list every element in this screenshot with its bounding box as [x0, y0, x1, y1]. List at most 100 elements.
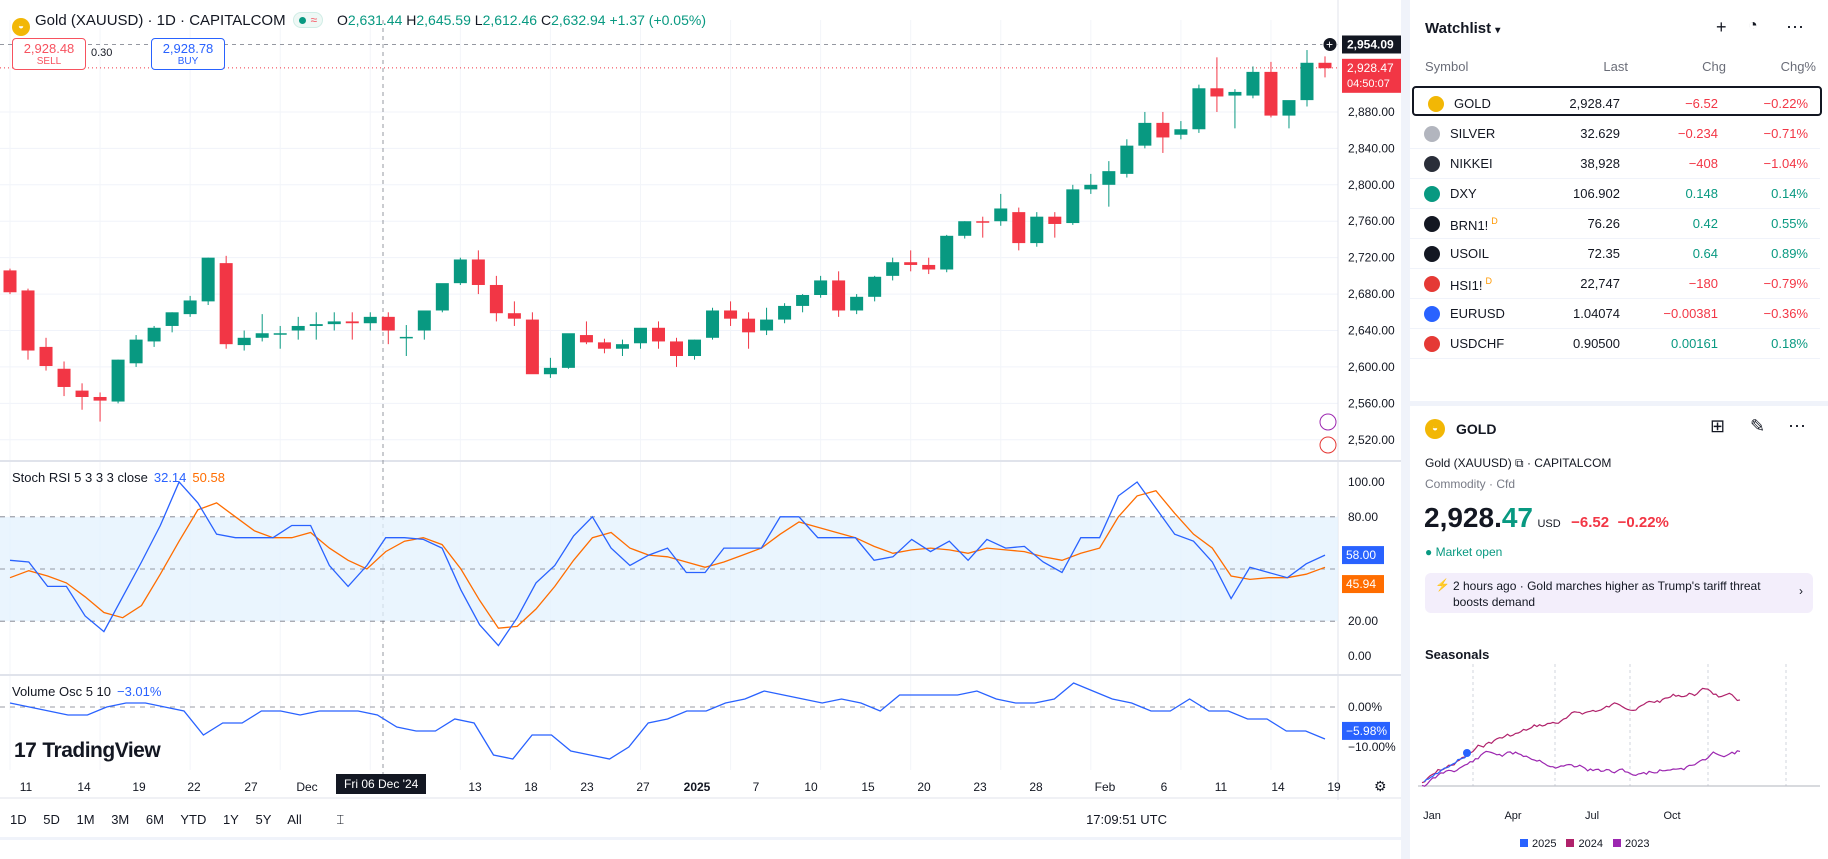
- row-symbol: HSI1! D: [1450, 276, 1493, 293]
- candle-down: [489, 284, 503, 314]
- period-1d[interactable]: 1D: [10, 812, 27, 827]
- add-symbol-icon[interactable]: +: [1716, 17, 1727, 37]
- time-axis-label: 7: [753, 780, 760, 794]
- detail-symbol[interactable]: GOLD: [1456, 421, 1497, 437]
- candle-up: [1120, 145, 1134, 174]
- watchlist-row-usdchf[interactable]: USDCHF 0.90500 0.00161 0.18%: [1410, 328, 1820, 359]
- countdown-text: 04:50:07: [1347, 78, 1390, 90]
- time-axis-label: Feb: [1095, 780, 1116, 794]
- period-1y[interactable]: 1Y: [222, 812, 239, 827]
- candle-down: [75, 390, 89, 397]
- stoch-rsi-title[interactable]: Stoch RSI 5 3 3 3 close 32.14 50.58: [12, 470, 225, 485]
- time-axis-label: 22: [187, 780, 201, 794]
- buy-button[interactable]: 2,928.78 BUY: [151, 38, 225, 70]
- hsi-icon: [1424, 276, 1440, 292]
- watchlist-row-usoil[interactable]: USOIL 72.35 0.64 0.89%: [1410, 238, 1820, 269]
- stoch-k-tag-text: 58.00: [1346, 548, 1376, 562]
- price-axis-label: 2,720.00: [1348, 251, 1395, 265]
- watchlist-row-hsi1[interactable]: HSI1! D 22,747 −180 −0.79%: [1410, 268, 1820, 299]
- bottom-panel-strip: [0, 840, 1401, 859]
- candle-up: [1066, 189, 1080, 224]
- legend-item-2023[interactable]: 2023: [1603, 838, 1649, 850]
- period-5y[interactable]: 5Y: [255, 812, 272, 827]
- watchlist-panel: Watchlist ▾ + ◔ ⋯ Symbol Last Chg Chg% G…: [1410, 0, 1828, 401]
- row-chg: 0.64: [1692, 246, 1718, 261]
- date-range-icon[interactable]: ⌶: [336, 812, 345, 827]
- season-month-label: Jul: [1585, 810, 1599, 822]
- candle-up: [147, 327, 161, 342]
- time-axis-label: 23: [580, 780, 594, 794]
- market-status-pill[interactable]: ≈: [293, 12, 324, 28]
- stoch-k-tag: [1342, 546, 1384, 565]
- candle-up: [255, 333, 269, 338]
- watchlist-row-dxy[interactable]: DXY 106.902 0.148 0.14%: [1410, 178, 1820, 209]
- col-last[interactable]: Last: [1603, 59, 1628, 74]
- time-axis-label: 19: [132, 780, 146, 794]
- symbol-title[interactable]: Gold (XAUUSD) · 1D · CAPITALCOM: [35, 12, 286, 29]
- row-symbol: USOIL: [1450, 246, 1490, 261]
- candle-down: [976, 221, 990, 223]
- candle-up: [706, 310, 720, 338]
- row-symbol: GOLD: [1454, 96, 1491, 111]
- time-axis-label: 27: [636, 780, 650, 794]
- watchlist-row-gold[interactable]: GOLD 2,928.47 −6.52 −0.22%: [1412, 86, 1822, 116]
- dollar-icon: [1424, 186, 1440, 202]
- col-symbol[interactable]: Symbol: [1425, 59, 1469, 74]
- pie-chart-icon[interactable]: ◔: [1748, 17, 1758, 34]
- row-chg: −0.00381: [1663, 306, 1718, 321]
- stoch-d-tag: [1342, 575, 1384, 594]
- watchlist-title[interactable]: Watchlist ▾: [1425, 20, 1501, 37]
- period-all[interactable]: All: [287, 812, 302, 827]
- change-value: +1.37 (+0.05%): [609, 12, 706, 28]
- watchlist-row-eurusd[interactable]: EURUSD 1.04074 −0.00381 −0.36%: [1410, 298, 1820, 329]
- utc-clock[interactable]: 17:09:51 UTC: [1086, 812, 1167, 827]
- candle-down: [579, 335, 593, 343]
- chart-panel[interactable]: 2,880.00 2,840.00 2,800.00 2,760.00 2,720.00…: [0, 0, 1401, 837]
- volume-osc-title[interactable]: Volume Osc 5 10 −3.01%: [12, 684, 162, 699]
- external-link-icon[interactable]: ⧉: [1515, 456, 1524, 470]
- silver-icon: [1424, 126, 1440, 142]
- candle-up: [868, 276, 882, 297]
- candle-down: [904, 262, 918, 265]
- legend-item-2025[interactable]: 2025: [1510, 838, 1556, 850]
- watchlist-row-silver[interactable]: SILVER 32.629 −0.234 −0.71%: [1410, 118, 1820, 149]
- earnings-icon: [1319, 413, 1337, 431]
- news-headline[interactable]: ⚡ 2 hours ago · Gold marches higher as T…: [1425, 573, 1813, 613]
- col-chg[interactable]: Chg: [1702, 59, 1726, 74]
- news-bolt-icon: ⚡: [1435, 578, 1450, 592]
- watchlist-row-brn1[interactable]: BRN1! D 76.26 0.42 0.55%: [1410, 208, 1820, 239]
- period-6m[interactable]: 6M: [145, 812, 164, 827]
- ohlc-values: O2,631.44 H2,645.59 L2,612.46 C2,632.94 …: [336, 12, 706, 28]
- price-axis-label: 2,840.00: [1348, 141, 1395, 155]
- more-icon[interactable]: ⋯: [1786, 17, 1804, 37]
- time-axis-label: 11: [20, 780, 33, 794]
- market-open-dot: [299, 17, 307, 24]
- seasonals-chart[interactable]: Jan Apr Jul Oct: [1410, 406, 1828, 859]
- oil-drop-icon: [1424, 246, 1440, 262]
- edit-icon[interactable]: ✎: [1750, 416, 1766, 436]
- vosc-axis-label: 0.00%: [1348, 700, 1382, 714]
- more-icon[interactable]: ⋯: [1788, 416, 1806, 436]
- watchlist-row-nikkei[interactable]: NIKKEI 38,928 −408 −1.04%: [1410, 148, 1820, 179]
- seasonals-title[interactable]: Seasonals: [1425, 647, 1490, 662]
- row-last: 2,928.47: [1569, 96, 1620, 111]
- candle-up: [273, 333, 287, 335]
- legend-item-2024[interactable]: 2024: [1556, 838, 1603, 850]
- sell-button[interactable]: 2,928.48 SELL: [12, 38, 86, 70]
- season-line-2023: [1421, 750, 1741, 787]
- chart-canvas[interactable]: 2,880.00 2,840.00 2,800.00 2,760.00 2,720.00…: [0, 0, 1401, 837]
- candle-down: [1012, 212, 1026, 244]
- row-last: 0.90500: [1573, 336, 1620, 351]
- period-3m[interactable]: 3M: [111, 812, 130, 827]
- candle-down: [21, 290, 35, 351]
- detail-full-name[interactable]: Gold (XAUUSD) ⧉ · CAPITALCOM: [1425, 456, 1612, 470]
- oil-drop-icon: [1424, 216, 1440, 232]
- col-chgp[interactable]: Chg%: [1780, 59, 1816, 74]
- period-1m[interactable]: 1M: [76, 812, 95, 827]
- time-axis-label: 27: [244, 780, 258, 794]
- period-ytd[interactable]: YTD: [180, 812, 207, 827]
- row-symbol: EURUSD: [1450, 306, 1505, 321]
- price-axis-label: 2,600.00: [1348, 360, 1395, 374]
- period-5d[interactable]: 5D: [43, 812, 60, 827]
- grid-icon[interactable]: ⊞: [1710, 416, 1726, 436]
